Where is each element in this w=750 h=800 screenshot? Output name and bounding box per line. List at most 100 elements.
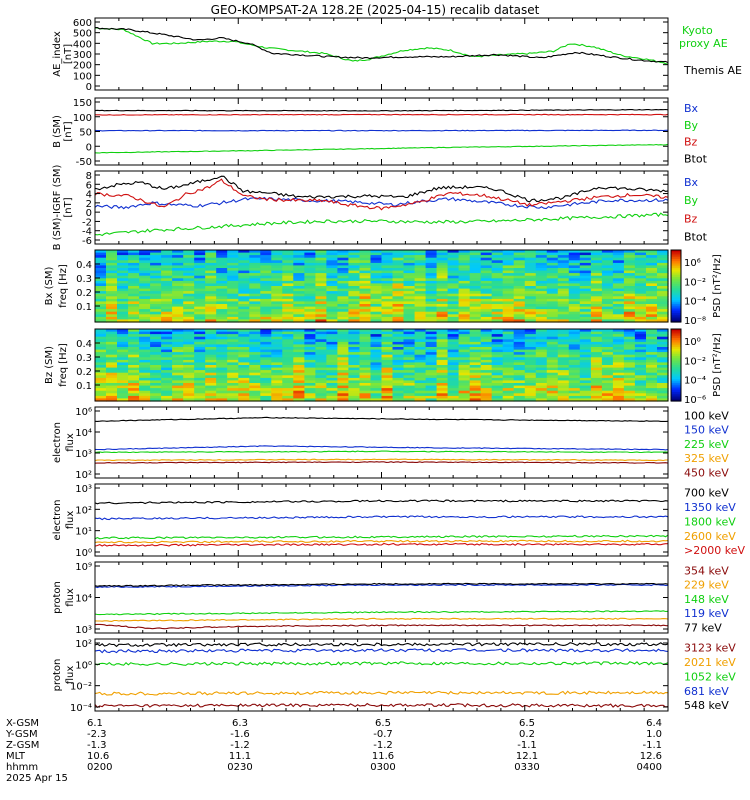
heatmap-cell — [304, 306, 316, 310]
heatmap-cell — [634, 270, 647, 274]
heatmap-cell — [524, 339, 537, 343]
heatmap-cell — [161, 278, 173, 282]
heatmap-cell — [414, 311, 427, 315]
heatmap-cell — [590, 370, 603, 374]
heatmap-cell — [646, 270, 658, 274]
heatmap-cell — [304, 309, 316, 313]
y-axis-label: proton — [52, 581, 63, 614]
heatmap-cell — [227, 257, 239, 261]
heatmap-cell — [436, 354, 449, 358]
heatmap-cell — [579, 347, 592, 351]
heatmap-cell — [491, 273, 504, 277]
heatmap-cell — [469, 309, 482, 313]
heatmap-cell — [205, 385, 217, 389]
heatmap-cell — [205, 362, 217, 366]
heatmap-cell — [106, 359, 118, 364]
heatmap-cell — [646, 296, 658, 300]
heatmap-cell — [249, 275, 261, 279]
heatmap-cell — [348, 301, 360, 305]
heatmap-cell — [183, 309, 195, 313]
heatmap-cell — [513, 352, 526, 356]
heatmap-cell — [238, 301, 250, 305]
heatmap-cell — [260, 395, 272, 400]
heatmap-cell — [535, 291, 548, 295]
heatmap-cell — [183, 319, 195, 323]
heatmap-cell — [414, 283, 427, 287]
heatmap-cell — [557, 273, 570, 277]
heatmap-cell — [657, 262, 669, 267]
heatmap-cell — [194, 388, 206, 392]
colorbar-segment — [671, 375, 681, 379]
heatmap-cell — [95, 354, 107, 358]
colorbar-segment — [671, 383, 681, 386]
heatmap-cell — [249, 357, 261, 361]
heatmap-cell — [293, 291, 305, 295]
heatmap-cell — [568, 252, 581, 256]
heatmap-cell — [370, 359, 383, 364]
heatmap-cell — [414, 250, 427, 254]
heatmap-cell — [392, 275, 405, 279]
heatmap-cell — [546, 288, 559, 292]
heatmap-cell — [502, 354, 515, 358]
heatmap-cell — [491, 395, 504, 400]
heatmap-cell — [425, 365, 438, 369]
heatmap-cell — [326, 250, 338, 254]
heatmap-cell — [403, 280, 416, 285]
heatmap-cell — [150, 331, 162, 335]
heatmap-cell — [403, 275, 416, 279]
heatmap-cell — [557, 370, 570, 374]
heatmap-cell — [535, 270, 548, 274]
heatmap-cell — [106, 393, 118, 397]
heatmap-cell — [546, 388, 559, 392]
heatmap-cell — [205, 349, 217, 353]
heatmap-cell — [227, 390, 239, 394]
heatmap-cell — [469, 393, 482, 397]
heatmap-cell — [205, 388, 217, 392]
heatmap-cell — [502, 349, 515, 353]
heatmap-cell — [414, 385, 427, 389]
colorbar-segment — [671, 343, 681, 346]
heatmap-cell — [304, 344, 316, 348]
heatmap-cell — [183, 257, 195, 261]
heatmap-cell — [502, 278, 515, 282]
heatmap-cell — [414, 339, 427, 343]
heatmap-cell — [579, 301, 592, 305]
colorbar-segment — [671, 284, 681, 287]
heatmap-cell — [502, 341, 515, 346]
heatmap-cell — [95, 385, 107, 389]
heatmap-cell — [216, 339, 228, 343]
heatmap-cell — [139, 278, 151, 282]
heatmap-cell — [359, 275, 372, 279]
heatmap-cell — [513, 255, 526, 259]
heatmap-cell — [590, 309, 603, 313]
heatmap-cell — [469, 377, 482, 382]
heatmap-cell — [447, 311, 460, 315]
heatmap-cell — [293, 314, 305, 318]
heatmap-cell — [172, 354, 184, 358]
heatmap-cell — [502, 367, 515, 371]
heatmap-cell — [359, 301, 372, 305]
heatmap-cell — [260, 367, 272, 371]
heatmap-cell — [535, 262, 548, 267]
heatmap-cell — [315, 288, 327, 292]
heatmap-cell — [139, 393, 151, 397]
heatmap-cell — [150, 306, 162, 310]
heatmap-cell — [370, 250, 383, 254]
heatmap-cell — [304, 365, 316, 369]
heatmap-cell — [282, 260, 294, 264]
heatmap-cell — [491, 304, 504, 308]
heatmap-cell — [117, 283, 129, 287]
heatmap-cell — [359, 296, 372, 300]
heatmap-cell — [458, 344, 471, 348]
heatmap-cell — [414, 329, 427, 333]
series-line-2021-kev — [94, 690, 669, 696]
heatmap-cell — [370, 362, 383, 366]
heatmap-cell — [194, 309, 206, 313]
heatmap-cell — [557, 304, 570, 308]
heatmap-cell — [436, 268, 449, 272]
heatmap-cell — [238, 304, 250, 308]
ephemeris-value: -2.3 — [87, 729, 107, 740]
heatmap-cell — [436, 383, 449, 387]
heatmap-cell — [348, 262, 360, 267]
heatmap-cell — [315, 357, 327, 361]
